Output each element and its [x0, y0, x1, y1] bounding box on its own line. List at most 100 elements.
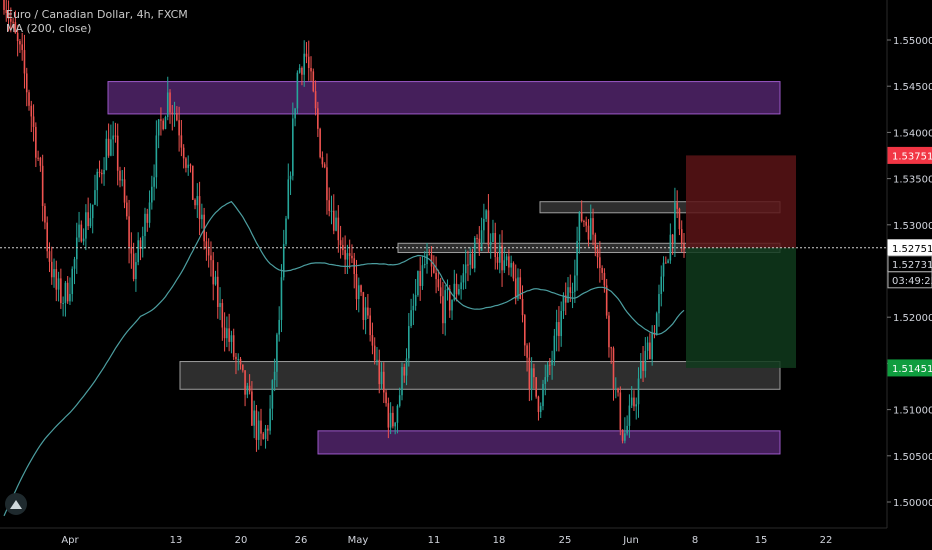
x-tick-label: 15 [755, 535, 768, 546]
candle-body [667, 260, 669, 263]
position-target-zone[interactable] [686, 247, 796, 368]
candle-body [307, 56, 310, 69]
candle-body [498, 245, 501, 263]
candle-body [301, 67, 303, 75]
candle-body [91, 204, 94, 219]
candle-body [387, 403, 390, 428]
candle-body [53, 269, 55, 278]
candle-body [671, 234, 674, 244]
candle-body [658, 294, 660, 314]
candle-body [630, 397, 633, 406]
candle-body [460, 282, 462, 290]
candle-body [317, 108, 319, 129]
candle-body [228, 328, 230, 342]
candle-body [428, 254, 431, 256]
candle-body [676, 202, 678, 209]
candle-body [396, 405, 399, 423]
candle-body [639, 361, 642, 379]
candle-body [492, 232, 494, 243]
candle-body [87, 212, 89, 227]
zone-purple[interactable] [107, 81, 781, 115]
symbol-title[interactable]: Euro / Canadian Dollar, 4h, FXCM [6, 8, 188, 21]
candle-body [292, 118, 294, 176]
candle-body [551, 359, 553, 366]
candle-body [137, 240, 139, 263]
price-label-box [887, 146, 932, 164]
price-axis[interactable]: 1.550001.545001.540001.535001.530001.525… [886, 0, 932, 528]
candle-body [660, 276, 663, 295]
candle-body [148, 202, 151, 223]
candle-body [287, 179, 290, 219]
candle-body [35, 126, 37, 158]
candle-body [210, 255, 212, 261]
candle-body [71, 268, 74, 295]
candle-body [19, 41, 21, 45]
zone-purple[interactable] [317, 430, 781, 455]
candle-body [508, 256, 510, 268]
y-tick-label: 1.50500 [893, 452, 932, 463]
candle-body [392, 412, 394, 427]
candle-body [146, 213, 149, 223]
candle-body [166, 92, 169, 118]
candle-body [219, 303, 221, 307]
x-tick-label: Apr [61, 535, 79, 546]
candle-body [589, 218, 592, 240]
candle-body [467, 264, 469, 266]
candle-body [626, 425, 628, 434]
candle-body [574, 275, 576, 292]
candle-body [478, 238, 481, 251]
candle-body [262, 433, 265, 439]
candle-body [221, 303, 224, 328]
price-label-box [887, 359, 932, 377]
candle-body [476, 237, 478, 239]
y-tick-label: 1.54500 [893, 82, 932, 93]
candle-body [519, 277, 522, 299]
position-tool[interactable] [686, 155, 796, 368]
candle-body [614, 388, 617, 390]
candle-body [683, 243, 685, 250]
candle-body [401, 366, 403, 396]
candle-body [305, 53, 308, 57]
candle-body [48, 251, 51, 262]
candle-body [560, 310, 562, 337]
x-tick-label: Jun [622, 535, 639, 546]
candle-body [285, 218, 287, 245]
candle-body [294, 108, 296, 119]
position-stop-zone[interactable] [686, 155, 796, 248]
candle-body [207, 248, 210, 256]
indicator-title[interactable]: MA (200, close) [6, 22, 92, 35]
price-label-box [887, 271, 932, 289]
candle-body [592, 218, 594, 235]
time-axis[interactable]: Apr 13 20 26 May 11 18 25 Jun 8 15 22 [0, 527, 887, 546]
candle-body [110, 139, 112, 156]
candle-body [610, 347, 613, 349]
y-tick-label: 1.54000 [893, 128, 932, 139]
tradingview-logo-icon[interactable] [5, 493, 27, 515]
candle-body [530, 368, 533, 390]
zone-gray[interactable] [179, 361, 781, 390]
candle-body [635, 404, 638, 407]
candle-body [116, 135, 119, 171]
candle-body [553, 335, 556, 360]
candle-body [105, 138, 108, 170]
candle-body [580, 212, 583, 222]
candle-body [237, 358, 240, 360]
candle-body [503, 260, 506, 271]
candle-body [542, 383, 544, 407]
candle-body [394, 422, 396, 427]
candle-body [594, 234, 597, 250]
candle-body [214, 276, 217, 285]
candle-body [405, 358, 408, 376]
candle-body [257, 420, 260, 440]
candle-body [155, 135, 158, 178]
candle-body [107, 138, 110, 156]
candle-body [342, 245, 344, 251]
candle-body [160, 119, 162, 121]
candle-body [30, 105, 33, 117]
candle-body [312, 71, 315, 92]
candle-body [60, 278, 62, 304]
candle-body [55, 269, 58, 290]
candle-body [37, 157, 39, 159]
candle-body [255, 410, 258, 440]
